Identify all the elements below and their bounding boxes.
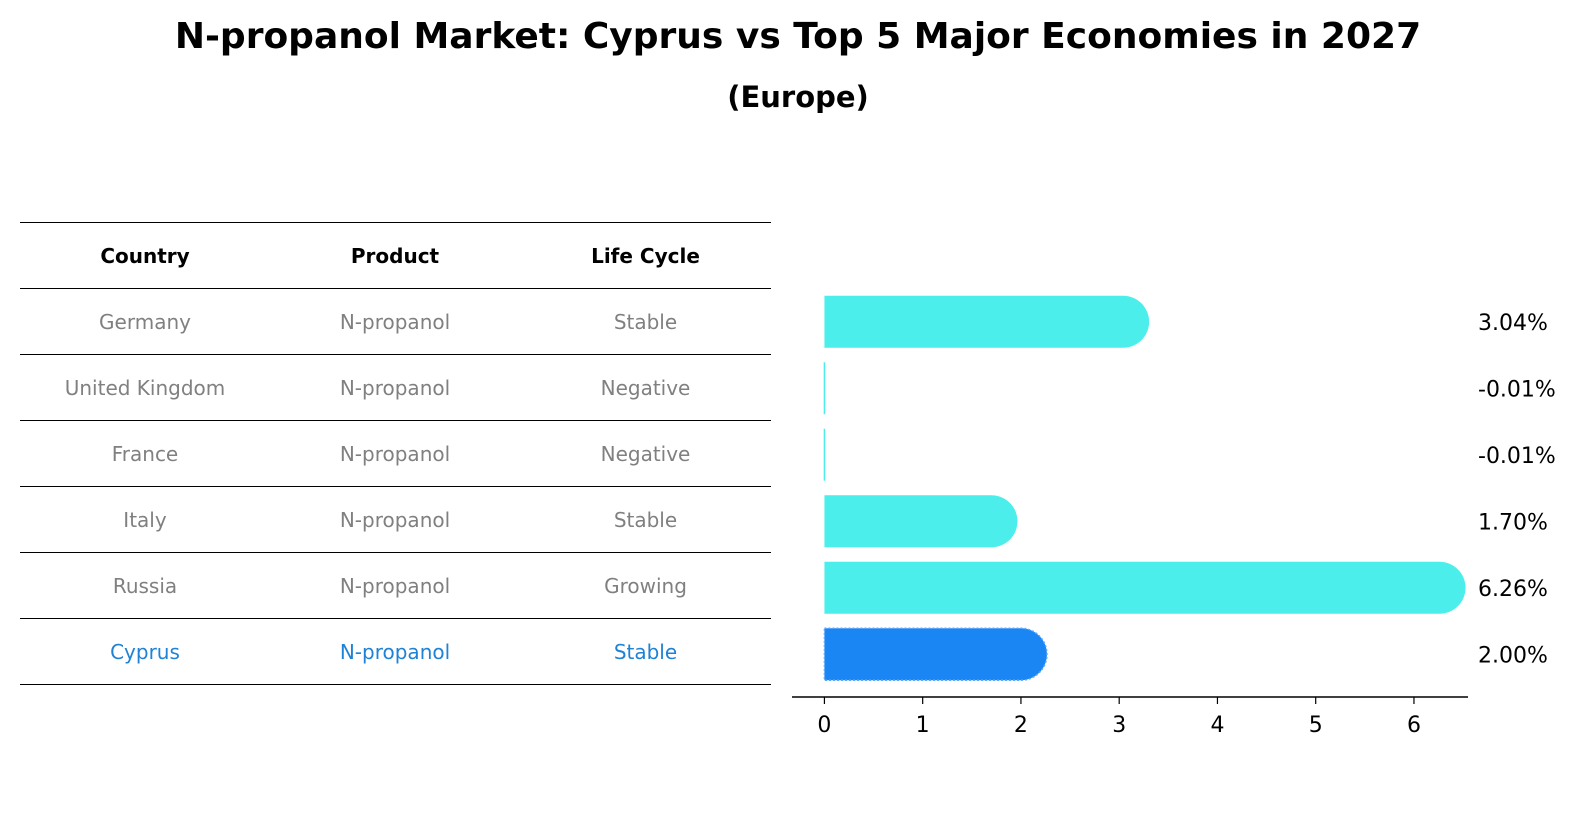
x-tick-label: 0 — [817, 713, 831, 738]
header-country: Country — [20, 222, 270, 289]
x-tick-label: 4 — [1210, 713, 1224, 738]
cell-life-cycle: Growing — [520, 552, 771, 619]
bar — [824, 561, 1466, 614]
cell-product: N-propanol — [270, 288, 520, 355]
cell-product: N-propanol — [270, 618, 520, 685]
x-tick-label: 2 — [1014, 713, 1028, 738]
table-row: Russia N-propanol Growing — [20, 552, 771, 619]
data-label: -0.01% — [1478, 444, 1556, 469]
cell-life-cycle: Negative — [520, 420, 771, 487]
x-tick-label: 5 — [1309, 713, 1323, 738]
market-table: Country Product Life Cycle Germany N-pro… — [20, 222, 771, 685]
table-row: Italy N-propanol Stable — [20, 486, 771, 553]
x-tick-label: 1 — [916, 713, 930, 738]
x-tick-label: 6 — [1407, 713, 1421, 738]
chart-title: N-propanol Market: Cyprus vs Top 5 Major… — [174, 16, 1422, 57]
cell-country: Germany — [20, 288, 270, 355]
chart-subtitle: (Europe) — [727, 80, 869, 114]
cell-life-cycle: Stable — [520, 486, 771, 553]
bar — [824, 495, 1018, 548]
cell-product: N-propanol — [270, 486, 520, 553]
cell-product: N-propanol — [270, 552, 520, 619]
cell-country: Russia — [20, 552, 270, 619]
bar — [824, 295, 1150, 348]
cell-country: Italy — [20, 486, 270, 553]
cell-country: France — [20, 420, 270, 487]
data-label: 6.26% — [1478, 577, 1548, 602]
data-label: -0.01% — [1478, 377, 1556, 402]
header-product: Product — [270, 222, 520, 289]
cell-product: N-propanol — [270, 420, 520, 487]
cell-life-cycle: Stable — [520, 618, 771, 685]
table-row: France N-propanol Negative — [20, 420, 771, 487]
table-row: Germany N-propanol Stable — [20, 288, 771, 355]
data-label: 1.70% — [1478, 510, 1548, 535]
table-row-highlighted: Cyprus N-propanol Stable — [20, 618, 771, 685]
table-header-row: Country Product Life Cycle — [20, 222, 771, 289]
table-row: United Kingdom N-propanol Negative — [20, 354, 771, 421]
header-life-cycle: Life Cycle — [520, 222, 771, 289]
data-label: 2.00% — [1478, 643, 1548, 668]
bar-highlighted — [823, 627, 1048, 681]
x-tick-label: 3 — [1112, 713, 1126, 738]
cell-country: Cyprus — [20, 618, 270, 685]
cell-product: N-propanol — [270, 354, 520, 421]
data-label: 3.04% — [1478, 311, 1548, 336]
cell-life-cycle: Stable — [520, 288, 771, 355]
cell-country: United Kingdom — [20, 354, 270, 421]
